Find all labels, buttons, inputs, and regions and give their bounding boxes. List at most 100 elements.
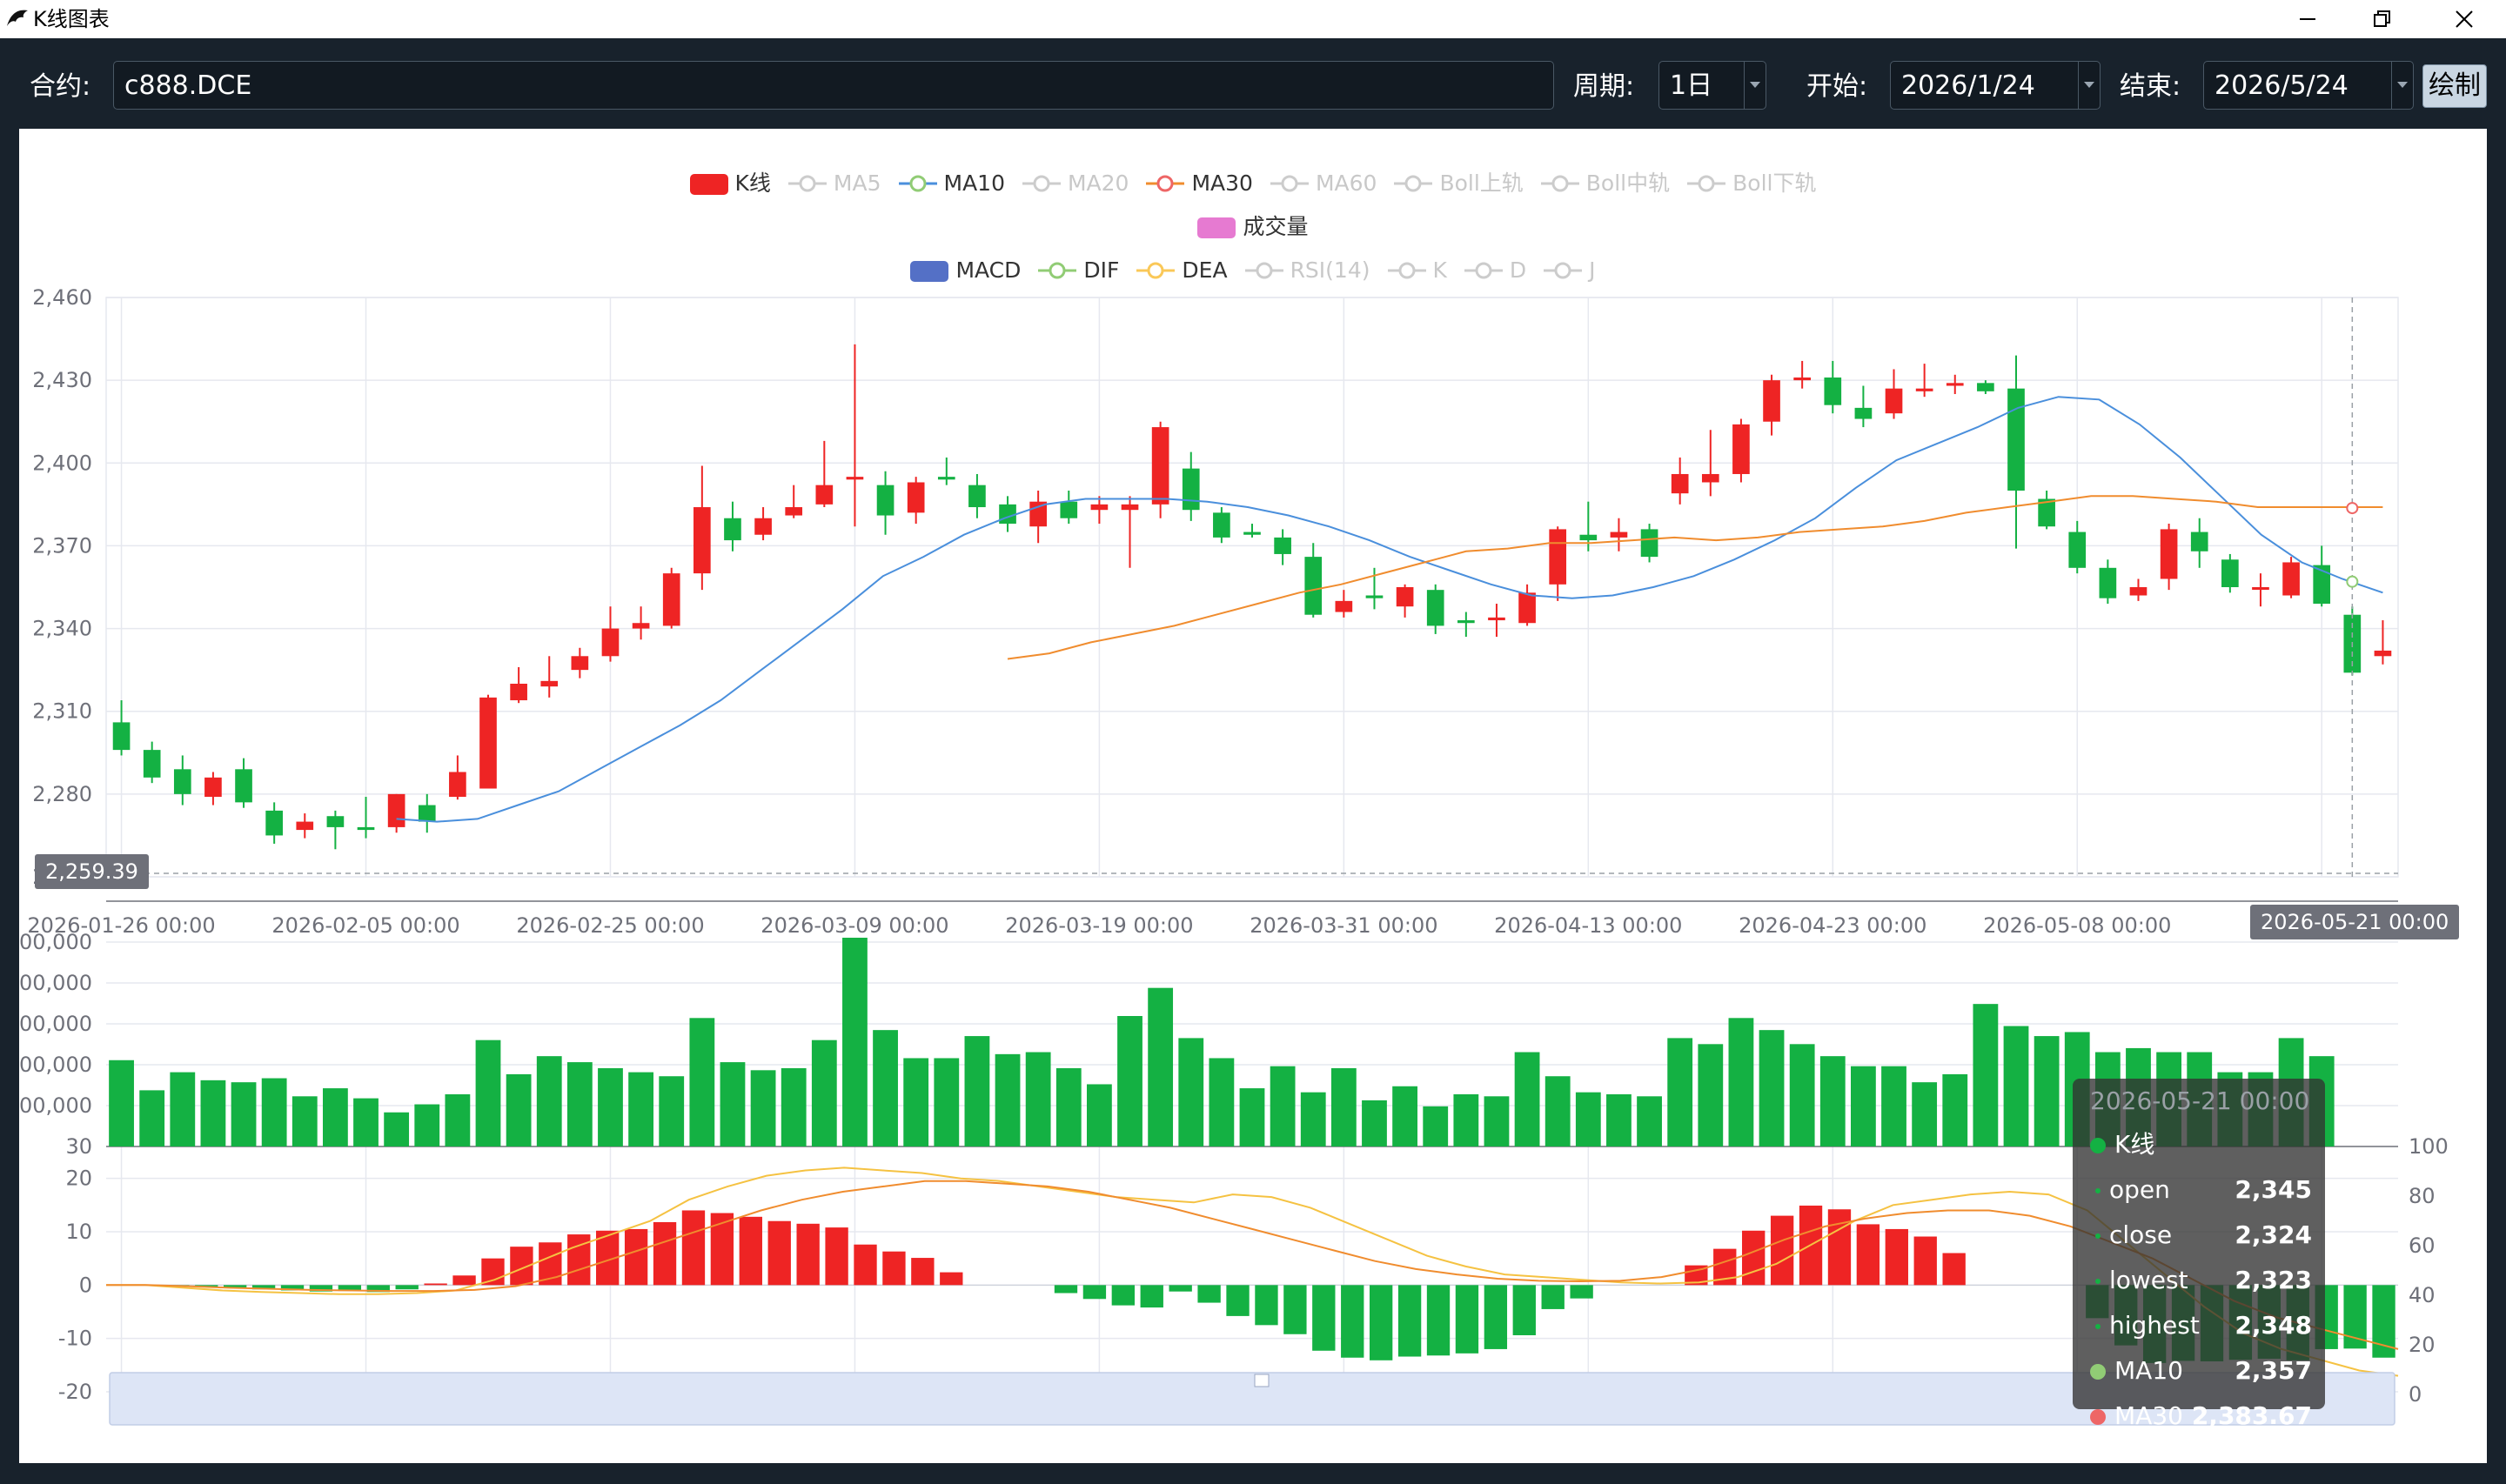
- volume-tick-label: 30: [65, 1134, 92, 1159]
- start-date-value: 2026/1/24: [1901, 70, 2035, 101]
- volume-bar: [1606, 1094, 1632, 1146]
- volume-bar: [1544, 1076, 1571, 1146]
- price-tick-label: 2,400: [32, 451, 92, 475]
- volume-bar: [1300, 1092, 1326, 1146]
- macd-hist-bar: [767, 1220, 791, 1286]
- candle-body: [1243, 531, 1261, 535]
- legend-item-dif[interactable]: DIF: [1038, 257, 1119, 284]
- legend-item-成交量[interactable]: 成交量: [1197, 214, 1309, 240]
- legend-line-icon: [1136, 262, 1176, 279]
- candle-body: [1335, 600, 1353, 612]
- candle-body: [2374, 650, 2392, 657]
- legend-item-rsi-14-[interactable]: RSI(14): [1244, 257, 1370, 284]
- end-date-dropdown-button[interactable]: [2391, 62, 2413, 109]
- tooltip-series-name: MA30: [2114, 1401, 2183, 1430]
- macd-hist-bar: [1541, 1285, 1565, 1309]
- macd-hist-bar: [653, 1221, 677, 1286]
- legend-swatch-icon: [1197, 217, 1236, 238]
- macd-hist-bar: [280, 1285, 305, 1291]
- end-date-value: 2026/5/24: [2215, 70, 2349, 101]
- candle-body: [510, 684, 527, 701]
- end-date-input[interactable]: 2026/5/24: [2203, 61, 2414, 110]
- candle-body: [1518, 592, 1536, 624]
- time-tick-label: 2026-03-09 00:00: [761, 913, 948, 938]
- chevron-down-icon: [2084, 82, 2094, 88]
- candle-body: [694, 507, 711, 574]
- legend-item-d[interactable]: D: [1464, 257, 1526, 284]
- candle-body: [1090, 504, 1109, 511]
- legend-item-ma10[interactable]: MA10: [898, 170, 1005, 197]
- minimize-icon: [2300, 18, 2315, 20]
- legend-item-boll中轨[interactable]: Boll中轨: [1540, 170, 1671, 197]
- volume-bar: [1881, 1066, 1906, 1146]
- legend-item-ma30[interactable]: MA30: [1146, 170, 1253, 197]
- macd-hist-bar: [1827, 1209, 1852, 1286]
- chart-panel[interactable]: K线 MA5 MA10 MA20 MA30 MA60 Boll上轨 Boll中轨 Boll下轨 …: [19, 129, 2487, 1463]
- volume-bar: [903, 1058, 929, 1146]
- legend-line-icon: [1270, 175, 1309, 192]
- volume-bar: [1055, 1068, 1082, 1146]
- legend-item-j[interactable]: J: [1544, 257, 1596, 284]
- candle-body: [999, 504, 1016, 525]
- volume-bar: [1178, 1038, 1204, 1146]
- volume-tick-label: 00,000: [19, 971, 92, 995]
- rsi-tick-label: 40: [2409, 1283, 2436, 1307]
- start-date-input[interactable]: 2026/1/24: [1890, 61, 2101, 110]
- macd-tick-label: 10: [65, 1220, 92, 1244]
- start-label: 开始:: [1806, 71, 1868, 102]
- macd-hist-bar: [1082, 1285, 1107, 1300]
- macd-hist-bar: [1312, 1285, 1336, 1351]
- macd-tick-label: 0: [79, 1273, 92, 1297]
- restore-button[interactable]: [2348, 0, 2417, 38]
- macd-hist-bar: [1283, 1285, 1307, 1334]
- candle-body: [265, 810, 283, 836]
- macd-hist-bar: [1942, 1253, 1966, 1286]
- volume-bar: [1912, 1082, 1938, 1146]
- candle-body: [2160, 529, 2178, 579]
- contract-input[interactable]: c888.DCE: [113, 61, 1554, 110]
- legend-item-k线[interactable]: K线: [689, 170, 771, 197]
- legend-item-dea[interactable]: DEA: [1136, 257, 1228, 284]
- candle-body: [1213, 512, 1230, 538]
- legend-item-ma60[interactable]: MA60: [1270, 170, 1377, 197]
- volume-bar: [475, 1039, 501, 1146]
- legend-item-k[interactable]: K: [1387, 257, 1447, 284]
- legend-label: Boll中轨: [1585, 170, 1671, 196]
- start-date-dropdown-button[interactable]: [2078, 62, 2100, 109]
- period-select[interactable]: 1日: [1658, 61, 1766, 110]
- volume-bar: [1330, 1068, 1357, 1146]
- draw-button[interactable]: 绘制: [2422, 64, 2487, 108]
- candle-body: [1304, 557, 1323, 615]
- macd-hist-bar: [1140, 1285, 1163, 1308]
- period-dropdown-button[interactable]: [1744, 62, 1766, 109]
- time-tick-label: 2026-04-13 00:00: [1494, 913, 1682, 938]
- legend-item-macd[interactable]: MACD: [910, 257, 1021, 284]
- macd-hist-bar: [251, 1285, 276, 1290]
- volume-bar: [1819, 1056, 1846, 1146]
- macd-hist-bar: [1397, 1285, 1422, 1357]
- legend-label: MA60: [1315, 170, 1377, 196]
- tooltip-marker-icon: [2095, 1324, 2101, 1329]
- candle-body: [2252, 587, 2269, 590]
- minimize-button[interactable]: [2273, 0, 2342, 38]
- volume-tick-label: 00,000: [19, 1012, 92, 1036]
- volume-bar: [1270, 1066, 1296, 1146]
- period-value: 1日: [1670, 70, 1713, 101]
- tooltip-value: 2,324: [2235, 1220, 2312, 1249]
- legend-item-boll上轨[interactable]: Boll上轨: [1394, 170, 1524, 197]
- legend-item-boll下轨[interactable]: Boll下轨: [1687, 170, 1816, 197]
- volume-bar: [1667, 1038, 1693, 1146]
- legend-item-ma5[interactable]: MA5: [787, 170, 881, 197]
- app-logo-icon: [7, 10, 28, 26]
- candle-body: [1579, 534, 1598, 541]
- macd-hist-bar: [1570, 1285, 1593, 1299]
- legend-label: MACD: [955, 257, 1022, 283]
- close-button[interactable]: [2429, 0, 2499, 38]
- chart-canvas[interactable]: 2,4602,4302,4002,3702,3402,3102,2802,250…: [19, 129, 2487, 1463]
- legend-item-ma20[interactable]: MA20: [1022, 170, 1129, 197]
- macd-hist-bar: [1426, 1285, 1451, 1356]
- window-title: K线图表: [33, 7, 110, 31]
- ma30-line: [1007, 495, 2383, 660]
- macd-hist-bar: [1054, 1285, 1078, 1293]
- macd-hist-bar: [1226, 1285, 1250, 1316]
